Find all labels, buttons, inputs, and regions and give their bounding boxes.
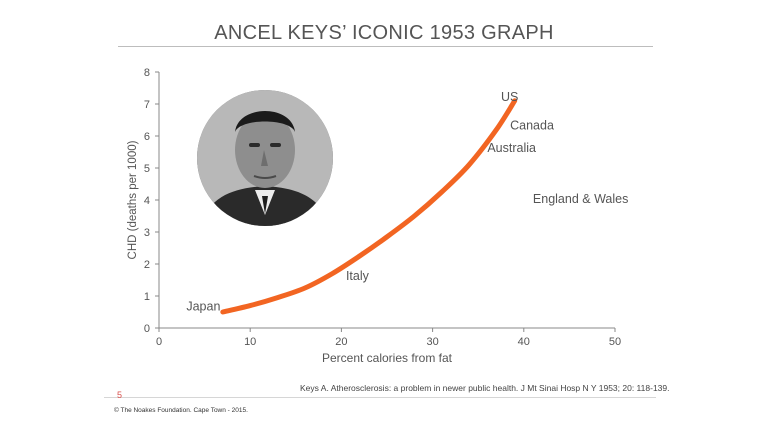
- title-divider: [118, 46, 653, 47]
- x-tick-label: 50: [609, 336, 621, 348]
- country-label: England & Wales: [533, 192, 628, 206]
- footer-divider: [104, 397, 656, 398]
- country-label: Australia: [487, 141, 536, 155]
- country-label: Canada: [510, 119, 554, 133]
- slide-title: ANCEL KEYS’ ICONIC 1953 GRAPH: [214, 22, 554, 44]
- chd-curve: [220, 98, 518, 315]
- citation: Keys A. Atherosclerosis: a problem in ne…: [300, 383, 670, 393]
- country-label: US: [501, 90, 518, 104]
- x-axis-label: Percent calories from fat: [322, 351, 453, 365]
- copyright: © The Noakes Foundation. Cape Town - 201…: [114, 407, 248, 414]
- y-tick-label: 2: [144, 259, 150, 271]
- y-tick-label: 5: [144, 163, 150, 175]
- slide-number: 5: [117, 390, 123, 400]
- x-tick-label: 0: [156, 336, 162, 348]
- y-tick-label: 7: [144, 99, 150, 111]
- x-tick-label: 40: [518, 336, 530, 348]
- y-axis-label: CHD (deaths per 1000): [127, 140, 139, 259]
- y-tick-label: 4: [144, 195, 150, 207]
- y-tick-label: 6: [144, 131, 150, 143]
- country-label: Japan: [186, 299, 220, 313]
- y-tick-label: 0: [144, 323, 150, 335]
- country-label: Italy: [346, 269, 370, 283]
- portrait-photo: [197, 90, 333, 226]
- x-tick-label: 30: [426, 336, 438, 348]
- y-tick-label: 8: [144, 67, 150, 79]
- y-tick-label: 3: [144, 227, 150, 239]
- x-tick-label: 10: [244, 336, 256, 348]
- x-tick-label: 20: [335, 336, 347, 348]
- y-tick-label: 1: [144, 291, 150, 303]
